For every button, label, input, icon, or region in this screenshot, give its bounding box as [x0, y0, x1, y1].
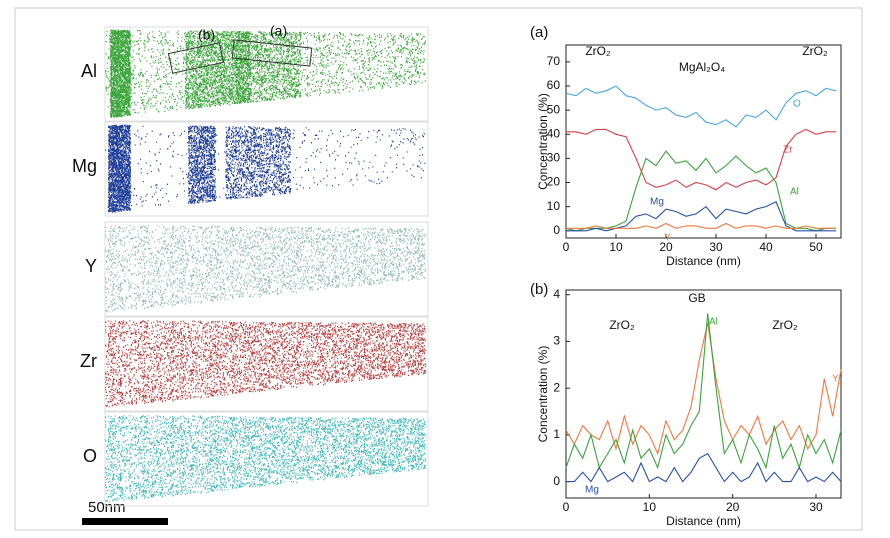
- annotation: ZrO₂: [772, 318, 798, 332]
- series-label: Mg: [650, 197, 664, 208]
- x-tick-label: 0: [563, 500, 570, 514]
- x-tick-label: 30: [709, 240, 723, 254]
- x-axis-label: Distance (nm): [666, 514, 741, 528]
- roi-label: (a): [270, 23, 287, 39]
- y-tick-label: 10: [547, 199, 561, 213]
- annotation: MgAl₂O₄: [679, 60, 725, 74]
- y-tick-label: 0: [553, 474, 560, 488]
- map-box: [104, 121, 429, 217]
- frame: [14, 7, 863, 531]
- series-line: [565, 85, 837, 128]
- x-tick-label: 0: [563, 240, 570, 254]
- element-label: Mg: [72, 156, 97, 176]
- y-tick-label: 1: [553, 427, 560, 441]
- panel-label: (b): [530, 281, 548, 298]
- series-label: Mg: [585, 485, 599, 496]
- annotation: ZrO₂: [802, 44, 828, 58]
- map-box: [104, 26, 429, 122]
- x-tick-label: 20: [659, 240, 673, 254]
- y-tick-label: 0: [553, 223, 560, 237]
- map-box: [104, 411, 429, 507]
- series-line: [565, 150, 836, 232]
- series-label: Y: [832, 374, 839, 385]
- y-tick-label: 50: [547, 102, 561, 116]
- y-axis-label: Concentration (%): [536, 93, 550, 190]
- y-tick-label: 70: [547, 54, 561, 68]
- series-label: Al: [709, 317, 718, 328]
- plot-frame: [565, 44, 842, 239]
- x-tick-label: 20: [726, 500, 740, 514]
- y-tick-label: 60: [547, 78, 561, 92]
- y-tick-label: 40: [547, 126, 561, 140]
- y-tick-label: 20: [547, 175, 561, 189]
- roi-box: [231, 39, 313, 67]
- scale-bar-label: 50nm: [88, 499, 126, 516]
- y-tick-label: 30: [547, 151, 561, 165]
- y-tick-label: 3: [553, 334, 560, 348]
- scale-bar: [82, 518, 168, 525]
- atom-map: [105, 225, 426, 313]
- x-tick-label: 50: [809, 240, 823, 254]
- element-label: Al: [81, 61, 97, 81]
- series-line: [565, 313, 842, 470]
- atom-map: [105, 320, 426, 408]
- x-tick-label: 30: [809, 500, 823, 514]
- y-tick-label: 2: [553, 380, 560, 394]
- atom-map: [105, 124, 426, 213]
- x-axis-label: Distance (nm): [666, 254, 741, 268]
- series-line: [566, 128, 836, 191]
- series-line: [566, 222, 836, 229]
- element-label: Zr: [80, 351, 97, 371]
- series-line: [565, 322, 842, 456]
- atom-map: [105, 415, 426, 503]
- annotation: ZrO₂: [585, 44, 611, 58]
- x-tick-label: 10: [643, 500, 657, 514]
- plot-frame: [565, 289, 842, 499]
- element-label: Y: [85, 256, 97, 276]
- annotation: GB: [688, 291, 705, 305]
- roi-box: [167, 42, 225, 74]
- annotation: ZrO₂: [609, 318, 635, 332]
- series-label: Y: [664, 233, 671, 244]
- roi-label: (b): [198, 27, 215, 43]
- series-label: Zr: [783, 145, 793, 156]
- series-label: Al: [790, 187, 799, 198]
- x-tick-label: 40: [759, 240, 773, 254]
- y-axis-label: Concentration (%): [536, 346, 550, 443]
- map-box: [104, 221, 429, 317]
- series-line: [566, 452, 842, 483]
- x-tick-label: 10: [609, 240, 623, 254]
- map-box: [104, 316, 429, 412]
- series-label: O: [793, 99, 801, 110]
- y-tick-label: 4: [553, 287, 560, 301]
- element-label: O: [83, 446, 97, 466]
- atom-map: [105, 29, 426, 118]
- panel-label: (a): [530, 24, 548, 41]
